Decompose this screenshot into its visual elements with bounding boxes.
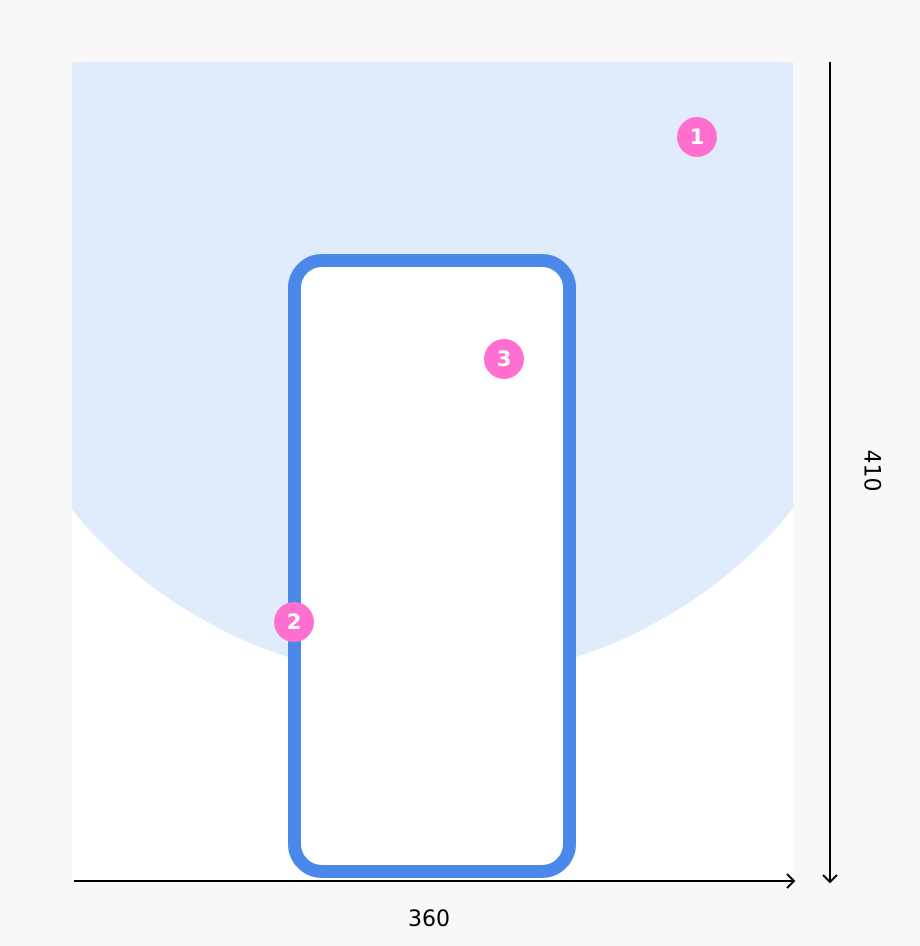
badge-1-label: 1 [689,125,705,149]
height-arrowhead [822,874,838,884]
badge-3-label: 3 [496,347,512,371]
badge-1: 1 [677,117,717,157]
phone-outline [288,254,576,878]
badge-2-label: 2 [286,610,302,634]
diagram-canvas [72,62,793,880]
badge-2: 2 [274,602,314,642]
width-arrowhead [786,873,796,889]
width-dimension-label: 360 [408,907,450,932]
badge-3: 3 [484,339,524,379]
height-dimension-label: 410 [858,449,884,492]
